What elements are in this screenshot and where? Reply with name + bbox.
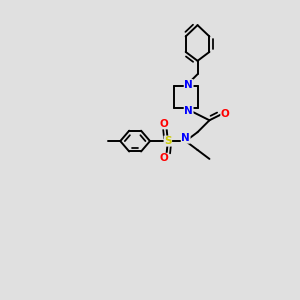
Text: O: O (159, 119, 168, 129)
Text: O: O (159, 153, 168, 163)
Text: S: S (164, 136, 172, 146)
Text: N: N (181, 133, 190, 143)
Text: O: O (221, 109, 230, 119)
Text: N: N (184, 80, 193, 90)
Text: N: N (184, 106, 193, 116)
